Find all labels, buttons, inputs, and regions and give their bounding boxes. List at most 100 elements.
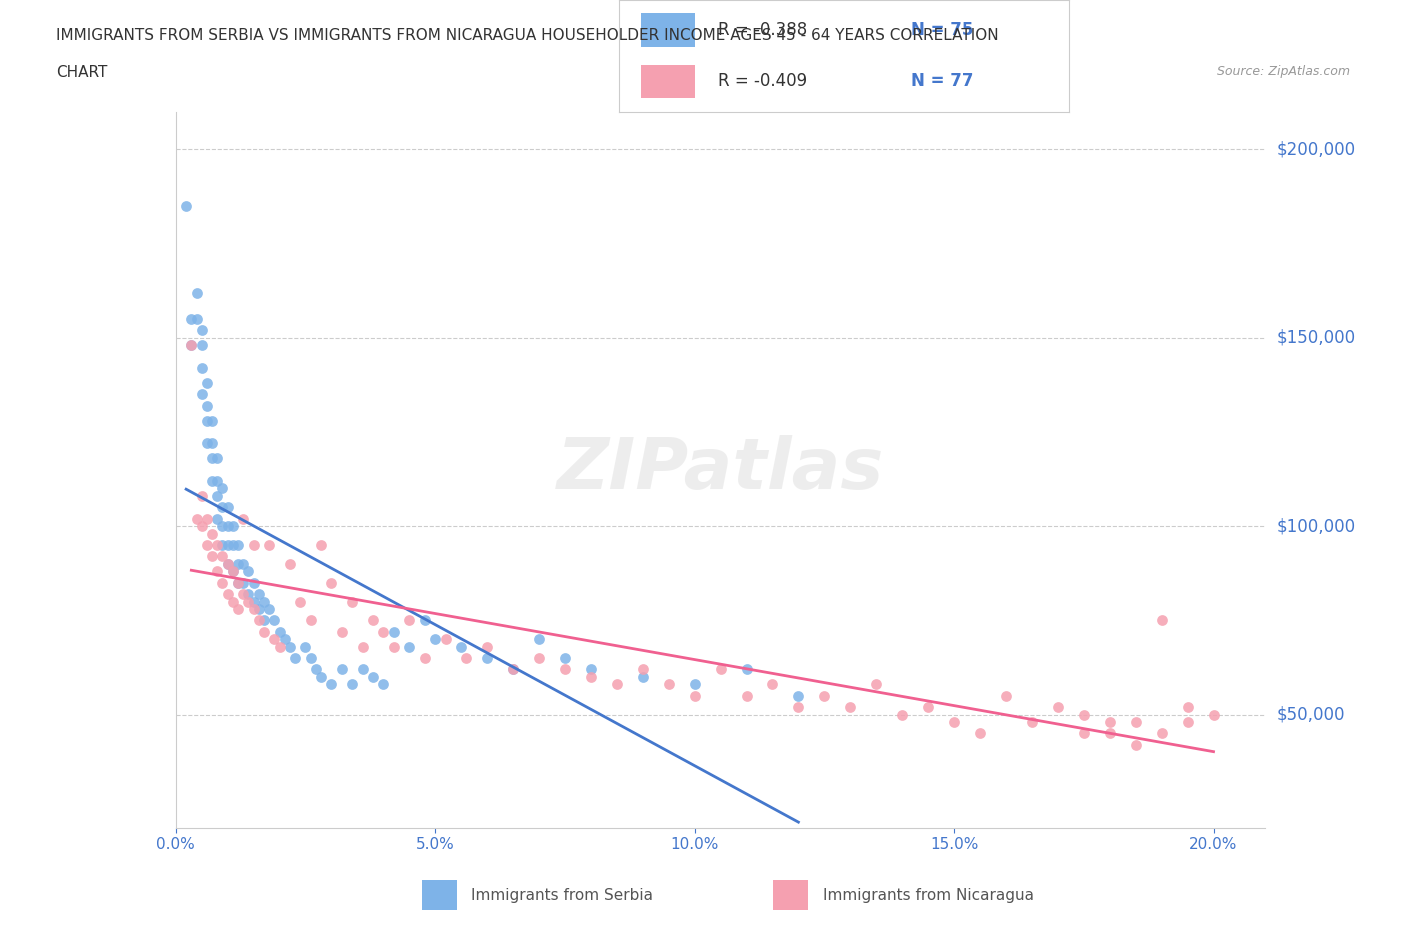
- Point: [217, 587, 239, 602]
- Point: [475, 639, 498, 654]
- Point: [180, 338, 202, 352]
- Point: [190, 387, 212, 402]
- Point: [217, 538, 239, 552]
- Point: [709, 662, 731, 677]
- Point: [658, 677, 681, 692]
- Point: [309, 538, 332, 552]
- Bar: [641, 13, 695, 46]
- Point: [211, 576, 233, 591]
- Point: [787, 688, 810, 703]
- Point: [207, 538, 229, 552]
- Point: [579, 670, 602, 684]
- Point: [226, 576, 249, 591]
- Point: [1098, 726, 1121, 741]
- Point: [247, 602, 270, 617]
- Text: N = 77: N = 77: [911, 73, 973, 90]
- Point: [195, 538, 218, 552]
- Point: [232, 556, 254, 571]
- Point: [211, 549, 233, 564]
- Point: [201, 526, 224, 541]
- Point: [242, 576, 264, 591]
- Point: [207, 451, 229, 466]
- Point: [226, 602, 249, 617]
- Text: $200,000: $200,000: [1277, 140, 1355, 158]
- Point: [257, 602, 280, 617]
- Text: $50,000: $50,000: [1277, 706, 1344, 724]
- Point: [226, 538, 249, 552]
- Point: [309, 670, 332, 684]
- Point: [211, 481, 233, 496]
- Text: R = -0.409: R = -0.409: [717, 73, 807, 90]
- Point: [211, 500, 233, 515]
- Point: [238, 587, 260, 602]
- Point: [839, 699, 862, 714]
- Point: [761, 677, 783, 692]
- Point: [242, 538, 264, 552]
- Bar: [773, 880, 808, 910]
- Point: [195, 512, 218, 526]
- Point: [201, 549, 224, 564]
- Point: [242, 594, 264, 609]
- Point: [299, 613, 322, 628]
- Text: Immigrants from Nicaragua: Immigrants from Nicaragua: [823, 887, 1033, 903]
- Text: Immigrants from Serbia: Immigrants from Serbia: [471, 887, 652, 903]
- Point: [242, 602, 264, 617]
- Point: [450, 639, 472, 654]
- Text: N = 75: N = 75: [911, 21, 973, 39]
- Point: [579, 662, 602, 677]
- Point: [330, 662, 353, 677]
- Point: [1150, 613, 1173, 628]
- Point: [257, 538, 280, 552]
- Point: [269, 624, 291, 639]
- Point: [527, 631, 550, 646]
- Point: [502, 662, 524, 677]
- Point: [891, 707, 914, 722]
- Point: [274, 631, 297, 646]
- Point: [263, 613, 285, 628]
- Point: [413, 613, 436, 628]
- Point: [284, 651, 307, 666]
- Point: [217, 556, 239, 571]
- Point: [190, 519, 212, 534]
- Point: [222, 564, 245, 578]
- Point: [1021, 715, 1043, 730]
- Point: [195, 436, 218, 451]
- Point: [475, 651, 498, 666]
- Point: [865, 677, 887, 692]
- Point: [631, 662, 654, 677]
- Point: [787, 699, 810, 714]
- Point: [226, 556, 249, 571]
- Point: [217, 556, 239, 571]
- Text: $100,000: $100,000: [1277, 517, 1355, 535]
- Point: [735, 688, 758, 703]
- Point: [247, 613, 270, 628]
- Point: [299, 651, 322, 666]
- Point: [413, 651, 436, 666]
- Point: [190, 361, 212, 376]
- Point: [294, 639, 316, 654]
- Point: [917, 699, 939, 714]
- Point: [606, 677, 628, 692]
- Point: [290, 594, 312, 609]
- Point: [180, 312, 202, 326]
- Point: [253, 613, 276, 628]
- Point: [232, 587, 254, 602]
- Point: [186, 312, 208, 326]
- Bar: [422, 880, 457, 910]
- Point: [1202, 707, 1225, 722]
- Point: [195, 413, 218, 428]
- Point: [269, 639, 291, 654]
- Point: [278, 556, 301, 571]
- Point: [1150, 726, 1173, 741]
- Point: [1046, 699, 1069, 714]
- Point: [1125, 737, 1147, 752]
- Text: ZIPatlas: ZIPatlas: [557, 435, 884, 504]
- Point: [253, 624, 276, 639]
- Point: [207, 512, 229, 526]
- Point: [180, 338, 202, 352]
- Point: [201, 473, 224, 488]
- Point: [352, 639, 374, 654]
- Point: [434, 631, 457, 646]
- Point: [195, 398, 218, 413]
- Point: [190, 323, 212, 338]
